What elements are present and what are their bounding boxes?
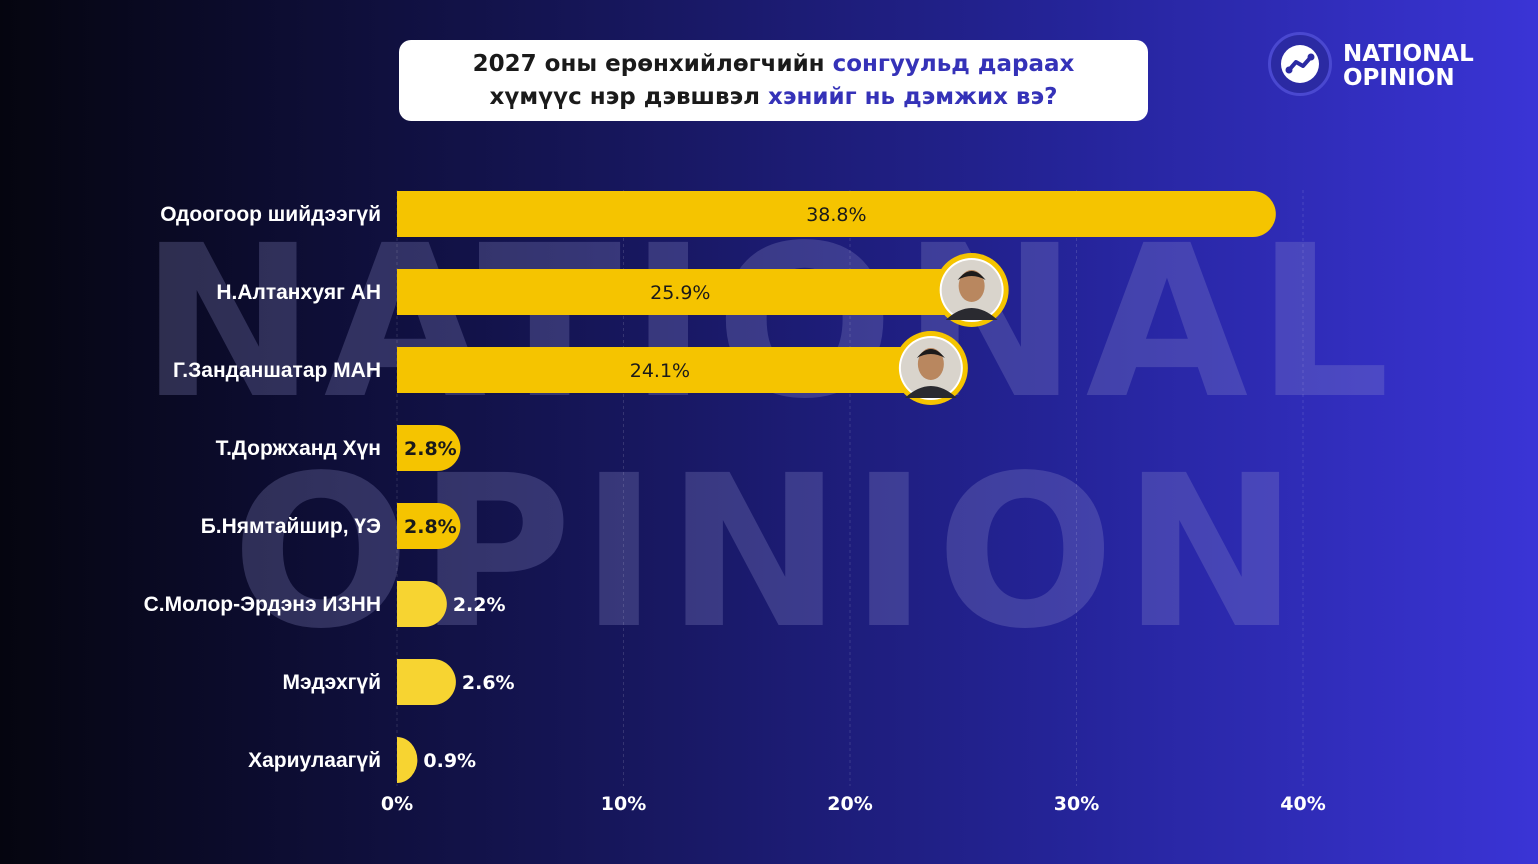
candidate-avatar-icon (934, 253, 1009, 327)
value-label: 0.9% (423, 750, 476, 772)
title-line1-text: 2027 оны ерөнхийлөгчийн (472, 50, 833, 77)
bar-7 (397, 659, 456, 705)
x-tick-label: 30% (1054, 793, 1099, 815)
bar-8 (397, 737, 418, 783)
category-label: Б.Нямтайшир, ҮЭ (201, 515, 381, 538)
trend-line-icon (1268, 32, 1332, 96)
category-label: Хариулаагүй (248, 749, 381, 772)
logo-line2: OPINION (1343, 65, 1455, 91)
bar-4 (397, 425, 461, 471)
value-label: 2.6% (462, 672, 515, 694)
chart-title-line2: хүмүүс нэр дэвшвэл хэнийг нь дэмжих вэ? (490, 81, 1058, 114)
value-label: 38.8% (806, 204, 866, 226)
bar-2 (397, 269, 984, 315)
bar-1 (397, 191, 1276, 237)
category-label: Т.Доржханд Хүн (216, 437, 381, 460)
category-label: С.Молор-Эрдэнэ ИЗНН (144, 593, 381, 616)
category-label: Мэдэхгүй (283, 671, 381, 694)
title-line2-text: хүмүүс нэр дэвшвэл (489, 83, 769, 110)
x-tick-label: 10% (601, 793, 646, 815)
value-label: 2.2% (453, 594, 506, 616)
category-label: Г.Занданшатар МАН (173, 359, 381, 382)
x-tick-label: 0% (381, 793, 413, 815)
x-tick-label: 20% (827, 793, 872, 815)
category-label: Н.Алтанхуяг АН (216, 281, 381, 304)
value-label: 2.8% (404, 438, 457, 460)
chart-title-line1: 2027 оны ерөнхийлөгчийн сонгуульд дараах (473, 48, 1075, 81)
title-line2-accent: хэнийг нь дэмжих вэ? (768, 83, 1058, 110)
logo-line1: NATIONAL (1343, 41, 1474, 67)
x-tick-label: 40% (1280, 793, 1325, 815)
bar-6 (397, 581, 447, 627)
title-card: 2027 оны ерөнхийлөгчийн сонгуульд дараах… (399, 40, 1148, 121)
value-label: 2.8% (404, 516, 457, 538)
title-line1-accent: сонгуульд дараах (832, 50, 1075, 77)
bar-3 (397, 347, 943, 393)
value-label: 24.1% (630, 360, 690, 382)
bar-5 (397, 503, 461, 549)
logo-text: NATIONAL OPINION (1343, 42, 1474, 90)
candidate-avatar-icon (893, 331, 968, 405)
category-label: Одоогоор шийдээгүй (160, 203, 381, 226)
brand-logo: NATIONAL OPINION (1268, 32, 1518, 102)
value-label: 25.9% (650, 282, 710, 304)
